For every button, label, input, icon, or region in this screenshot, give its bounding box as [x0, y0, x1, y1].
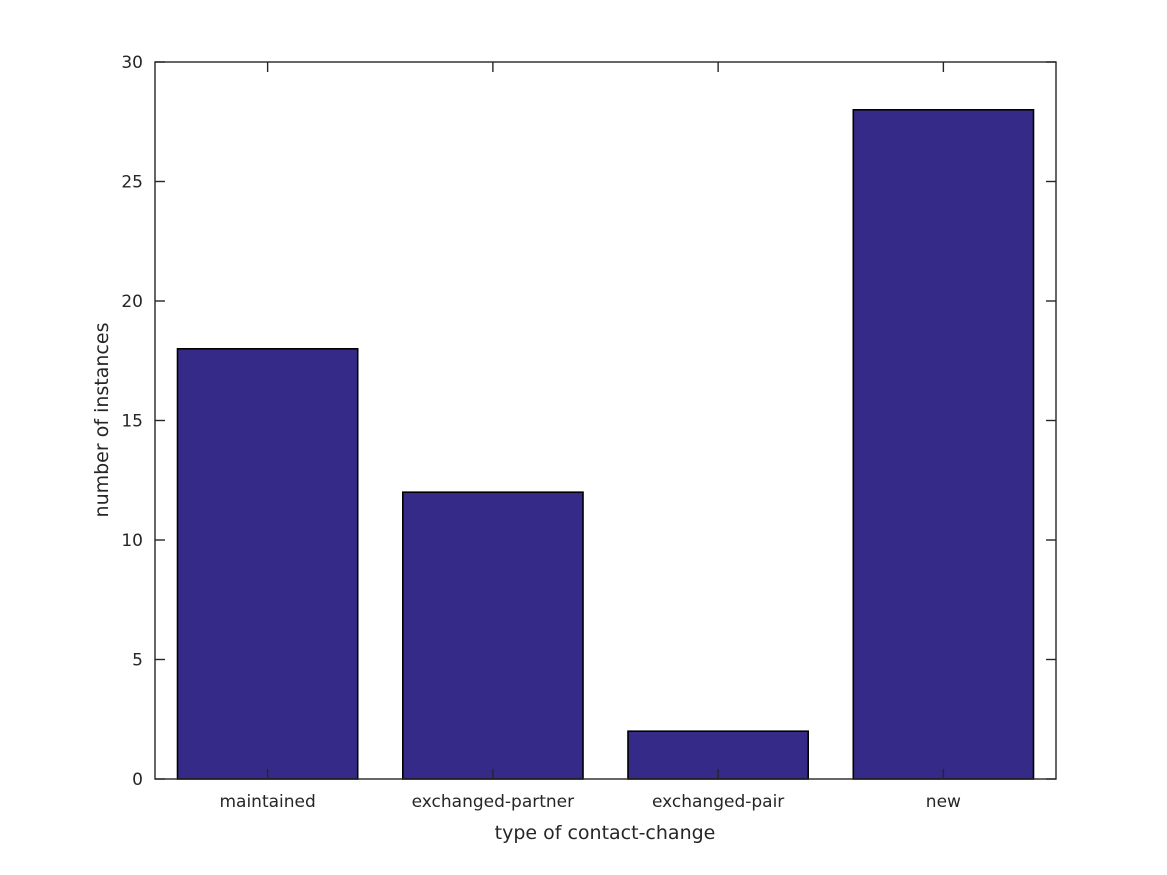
y-axis-label: number of instances — [91, 323, 113, 518]
y-tick-label: 25 — [121, 173, 143, 193]
bar-new — [852, 109, 1035, 780]
y-tick-label: 0 — [132, 770, 143, 790]
x-axis-label: type of contact-change — [495, 822, 716, 844]
y-tick-label: 20 — [121, 292, 143, 312]
y-tick-label: 30 — [121, 53, 143, 73]
x-tick-label: exchanged-pair — [652, 792, 784, 812]
y-tick-label: 15 — [121, 412, 143, 432]
x-tick-label: new — [926, 792, 961, 812]
axes-layer — [154, 61, 1057, 780]
bars-layer — [176, 109, 1035, 780]
x-tick-label: exchanged-partner — [412, 792, 575, 812]
bar-maintained — [176, 347, 359, 780]
y-tick-label: 10 — [121, 531, 143, 551]
labels-layer: 0 5 10 15 20 25 30 maintained exchanged-partner e… — [121, 53, 961, 812]
y-tick-label: 5 — [132, 651, 143, 671]
bar-exchanged-partner — [401, 491, 584, 780]
x-tick-label: maintained — [219, 792, 315, 812]
